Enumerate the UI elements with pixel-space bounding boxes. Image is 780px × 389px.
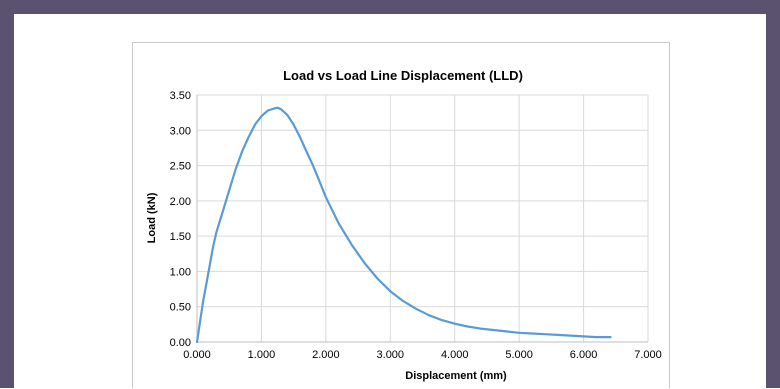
y-tick-label: 3.50 <box>170 90 191 102</box>
x-tick-label: 1.000 <box>248 349 276 361</box>
chart-area: 0.000 1.000 2.000 3.000 4.000 5.000 6.000 7.000… <box>132 42 670 388</box>
grid-layer <box>196 94 649 342</box>
chart-svg: 0.000 1.000 2.000 3.000 4.000 5.000 6.000 7.000… <box>146 68 662 382</box>
x-axis-label: Displacement (mm) <box>405 370 507 382</box>
y-axis-label: Load (kN) <box>146 192 158 243</box>
y-tick-label: 2.50 <box>170 161 191 173</box>
x-tick-label: 6.000 <box>570 349 598 361</box>
y-tick-label: 0.50 <box>170 302 191 314</box>
chart-title: Load vs Load Line Displacement (LLD) <box>283 68 523 83</box>
y-tick-label: 3.00 <box>170 125 191 137</box>
x-tick-label: 0.000 <box>183 349 211 361</box>
series-layer <box>195 106 612 344</box>
y-tick-label: 1.00 <box>170 266 191 278</box>
x-tick-label: 5.000 <box>505 349 533 361</box>
y-tick-label: 0.00 <box>170 337 191 349</box>
label-layer: 0.000 1.000 2.000 3.000 4.000 5.000 6.000 7.000… <box>170 90 662 361</box>
x-tick-label: 7.000 <box>634 349 662 361</box>
axis-layer <box>196 95 648 343</box>
x-tick-label: 2.000 <box>312 349 340 361</box>
x-tick-label: 3.000 <box>377 349 405 361</box>
series-line <box>195 106 612 344</box>
x-tick-label: 4.000 <box>441 349 469 361</box>
y-tick-label: 2.00 <box>170 196 191 208</box>
y-tick-label: 1.50 <box>170 231 191 243</box>
